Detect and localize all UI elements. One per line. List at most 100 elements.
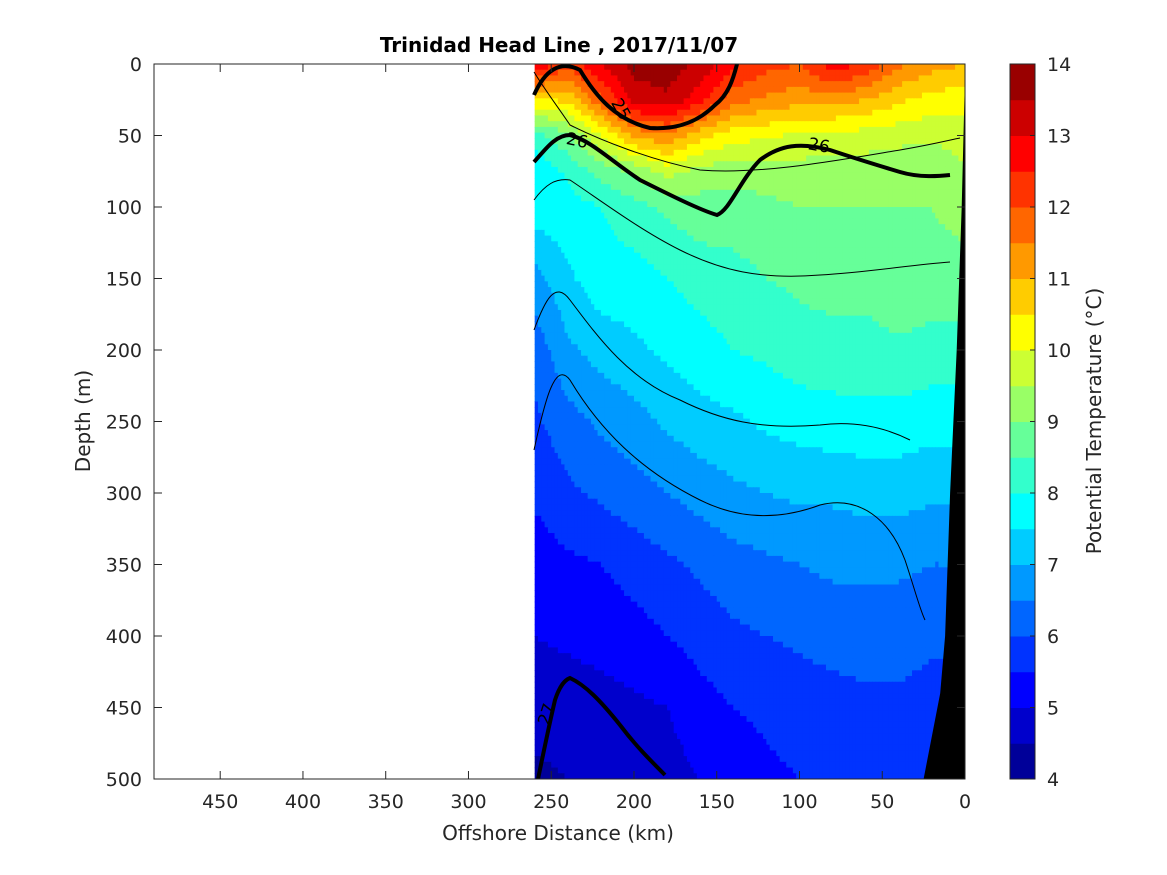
field-cell: [759, 138, 764, 145]
field-cell: [624, 69, 628, 77]
field-cell: [723, 138, 728, 145]
field-cell: [736, 138, 741, 145]
field-cell: [766, 121, 771, 128]
field-cell: [710, 149, 715, 157]
field-cell: [789, 132, 794, 139]
field-cell: [766, 126, 771, 134]
field-cell: [779, 121, 784, 128]
field-cell: [799, 115, 804, 122]
field-cell: [577, 132, 582, 139]
field-cell: [915, 104, 920, 111]
field-cell: [571, 98, 575, 105]
field-cell: [898, 126, 903, 134]
field-cell: [859, 121, 863, 128]
field-cell: [898, 121, 903, 128]
field-cell: [686, 115, 691, 122]
field-cell: [544, 81, 549, 88]
field-cell: [941, 98, 946, 105]
field-cell: [925, 81, 930, 88]
field-cell: [713, 144, 718, 151]
field-cell: [888, 64, 893, 71]
field-cell: [571, 126, 575, 134]
field-cell: [587, 104, 592, 111]
field-cell: [600, 121, 605, 128]
field-cell: [667, 75, 671, 82]
field-cell: [792, 75, 797, 82]
field-cell: [895, 144, 900, 151]
field-cell: [557, 75, 562, 82]
field-cell: [653, 138, 658, 145]
field-cell: [743, 86, 748, 94]
field-cell: [865, 104, 870, 111]
field-cell: [951, 132, 956, 139]
field-cell: [882, 69, 887, 77]
field-cell: [726, 92, 731, 99]
field-cell: [633, 104, 638, 111]
field-cell: [882, 75, 887, 82]
field-cell: [597, 109, 602, 117]
field-cell: [643, 149, 648, 157]
field-cell: [945, 69, 950, 77]
field-cell: [696, 64, 701, 71]
field-cell: [590, 81, 595, 88]
field-cell: [816, 104, 820, 111]
field-cell: [746, 104, 751, 111]
field-cell: [700, 121, 705, 128]
field-cell: [948, 104, 953, 111]
field-cell: [921, 115, 926, 122]
field-cell: [749, 109, 754, 117]
field-cell: [551, 144, 556, 151]
field-cell: [915, 132, 920, 139]
field-cell: [859, 138, 863, 145]
field-cell: [627, 132, 632, 139]
field-cell: [680, 64, 685, 71]
field-cell: [878, 75, 883, 82]
field-cell: [819, 81, 824, 88]
field-cell: [925, 109, 930, 117]
field-cell: [640, 92, 645, 99]
field-cell: [845, 64, 850, 71]
field-cell: [782, 121, 787, 128]
field-cell: [819, 132, 824, 139]
field-cell: [918, 115, 923, 122]
field-cell: [624, 121, 628, 128]
field-cell: [955, 86, 959, 94]
field-cell: [637, 144, 642, 151]
field-cell: [534, 64, 539, 71]
field-cell: [677, 69, 681, 77]
field-cell: [577, 138, 582, 145]
field-cell: [637, 109, 642, 117]
field-cell: [961, 92, 965, 99]
field-cell: [769, 109, 774, 117]
field-cell: [534, 98, 539, 105]
field-cell: [941, 121, 946, 128]
field-cell: [581, 149, 585, 157]
field-cell: [733, 98, 738, 105]
field-cell: [650, 86, 655, 94]
field-cell: [852, 138, 857, 145]
field-cell: [835, 109, 840, 117]
field-cell: [627, 75, 632, 82]
field-cell: [614, 149, 619, 157]
field-cell: [581, 115, 585, 122]
field-cell: [733, 86, 738, 94]
field-cell: [882, 126, 887, 134]
field-cell: [690, 144, 695, 151]
field-cell: [885, 64, 890, 71]
field-cell: [839, 144, 844, 151]
field-cell: [905, 132, 910, 139]
field-cell: [882, 64, 887, 71]
field-cell: [892, 144, 897, 151]
field-cell: [799, 138, 804, 145]
field-cell: [571, 149, 575, 157]
field-cell: [875, 75, 880, 82]
field-cell: [637, 81, 642, 88]
field-cell: [882, 144, 887, 151]
field-cell: [627, 64, 632, 71]
field-cell: [637, 126, 642, 134]
field-cell: [842, 64, 847, 71]
field-cell: [547, 104, 552, 111]
field-cell: [653, 92, 658, 99]
field-cell: [829, 64, 834, 71]
field-cell: [544, 109, 549, 117]
